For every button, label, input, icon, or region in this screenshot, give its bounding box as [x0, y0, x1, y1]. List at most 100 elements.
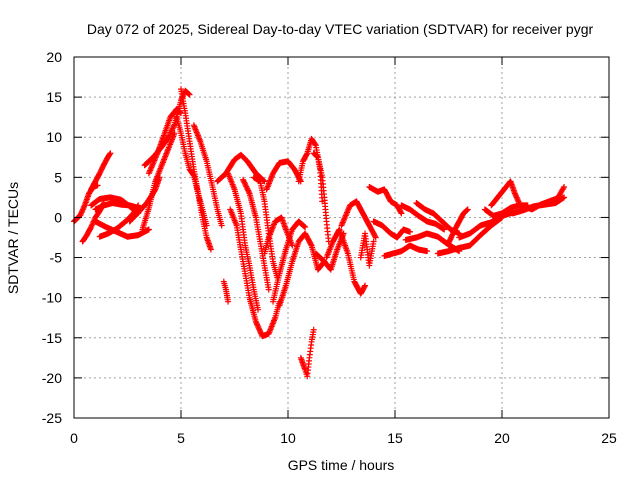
x-tick-label: 20	[494, 430, 510, 446]
y-tick-label: -10	[42, 290, 62, 306]
y-tick-label: 5	[54, 169, 62, 185]
series-track-14	[190, 122, 225, 229]
data-point-marker	[310, 326, 317, 333]
data-point-marker	[303, 151, 310, 158]
data-point-marker	[243, 183, 250, 190]
data-point-marker	[241, 179, 248, 186]
data-point-marker	[81, 203, 88, 210]
data-point-marker	[265, 286, 272, 293]
data-point-marker	[243, 184, 250, 191]
data-point-marker	[397, 209, 404, 216]
data-point-marker	[171, 130, 178, 137]
series-track-39	[445, 206, 471, 247]
data-point-marker	[560, 185, 567, 192]
data-point-marker	[240, 178, 247, 185]
data-point-marker	[177, 109, 184, 116]
data-point-marker	[165, 133, 172, 140]
series-track-11	[145, 106, 184, 177]
data-point-marker	[134, 203, 141, 210]
plot-frame	[73, 56, 610, 419]
series-track-27	[310, 150, 332, 245]
x-tick-label: 10	[280, 430, 296, 446]
data-point-marker	[79, 207, 86, 214]
data-point-marker	[245, 189, 252, 196]
data-point-marker	[372, 234, 379, 241]
data-point-marker	[218, 222, 225, 229]
data-points	[71, 86, 568, 380]
data-point-marker	[107, 150, 114, 157]
y-tick-label: 0	[54, 209, 62, 225]
data-point-marker	[242, 182, 249, 189]
chart-title: Day 072 of 2025, Sidereal Day-to-day VTE…	[87, 21, 594, 37]
x-tick-label: 25	[601, 430, 617, 446]
series-track-42	[481, 202, 531, 219]
data-point-marker	[168, 128, 175, 135]
y-axis-label: SDTVAR / TECUs	[5, 182, 21, 294]
series-track-19	[240, 176, 272, 293]
data-point-marker	[80, 205, 87, 212]
data-point-marker	[225, 298, 232, 305]
y-tick-label: 20	[46, 49, 62, 65]
x-axis-label: GPS time / hours	[288, 457, 395, 473]
data-point-marker	[406, 228, 413, 235]
series-track-32	[366, 183, 405, 217]
data-point-marker	[78, 210, 85, 217]
data-point-marker	[514, 195, 521, 202]
y-tick-label: -20	[42, 370, 62, 386]
data-point-marker	[165, 135, 172, 142]
data-point-marker	[186, 91, 193, 98]
series-track-35	[398, 202, 448, 233]
data-point-marker	[207, 246, 214, 253]
grid	[74, 57, 609, 418]
data-point-marker	[361, 283, 368, 290]
y-tick-label: 15	[46, 89, 62, 105]
series-track-23	[270, 218, 309, 305]
data-point-marker	[289, 242, 296, 249]
data-point-marker	[514, 197, 521, 204]
data-point-marker	[302, 224, 309, 231]
series-track-16	[214, 151, 268, 185]
data-point-marker	[511, 190, 518, 197]
series-track-03	[88, 150, 114, 193]
series-track-37	[413, 200, 463, 237]
data-point-marker	[513, 194, 520, 201]
data-point-marker	[166, 132, 173, 139]
data-point-marker	[135, 202, 142, 209]
series-track-09	[139, 130, 178, 233]
data-point-marker	[78, 209, 85, 216]
series-track-30	[338, 198, 379, 241]
series-track-28	[312, 230, 347, 273]
series-track-18	[227, 206, 283, 340]
data-point-marker	[106, 151, 113, 158]
y-tick-label: -15	[42, 330, 62, 346]
series-track-21	[263, 158, 304, 193]
series-track-26	[297, 326, 317, 380]
y-tick-label: 10	[46, 129, 62, 145]
data-point-marker	[89, 221, 96, 228]
axis-ticks	[73, 56, 610, 419]
series-track-31	[357, 230, 377, 269]
data-point-marker	[513, 193, 520, 200]
series-track-24	[276, 230, 328, 309]
data-point-marker	[167, 129, 174, 136]
data-point-marker	[88, 222, 95, 229]
data-point-marker	[372, 233, 379, 240]
x-tick-label: 15	[387, 430, 403, 446]
x-tick-labels: 0 5 10 15 20 25	[70, 430, 617, 446]
series-track-41	[488, 178, 523, 209]
series-track-44	[520, 183, 568, 213]
data-point-marker	[561, 194, 568, 201]
data-point-marker	[185, 91, 192, 98]
x-tick-label: 0	[70, 430, 78, 446]
data-point-marker	[561, 183, 568, 190]
data-point-marker	[88, 224, 95, 231]
data-point-marker	[169, 126, 176, 133]
data-point-marker	[245, 187, 252, 194]
y-tick-labels: -25 -20 -15 -10 -5 0 5 10 15 20	[42, 49, 62, 426]
data-point-marker	[145, 226, 152, 233]
series-track-34	[381, 242, 431, 259]
data-point-marker	[79, 206, 86, 213]
data-point-marker	[312, 141, 319, 148]
series-track-13	[178, 86, 214, 253]
